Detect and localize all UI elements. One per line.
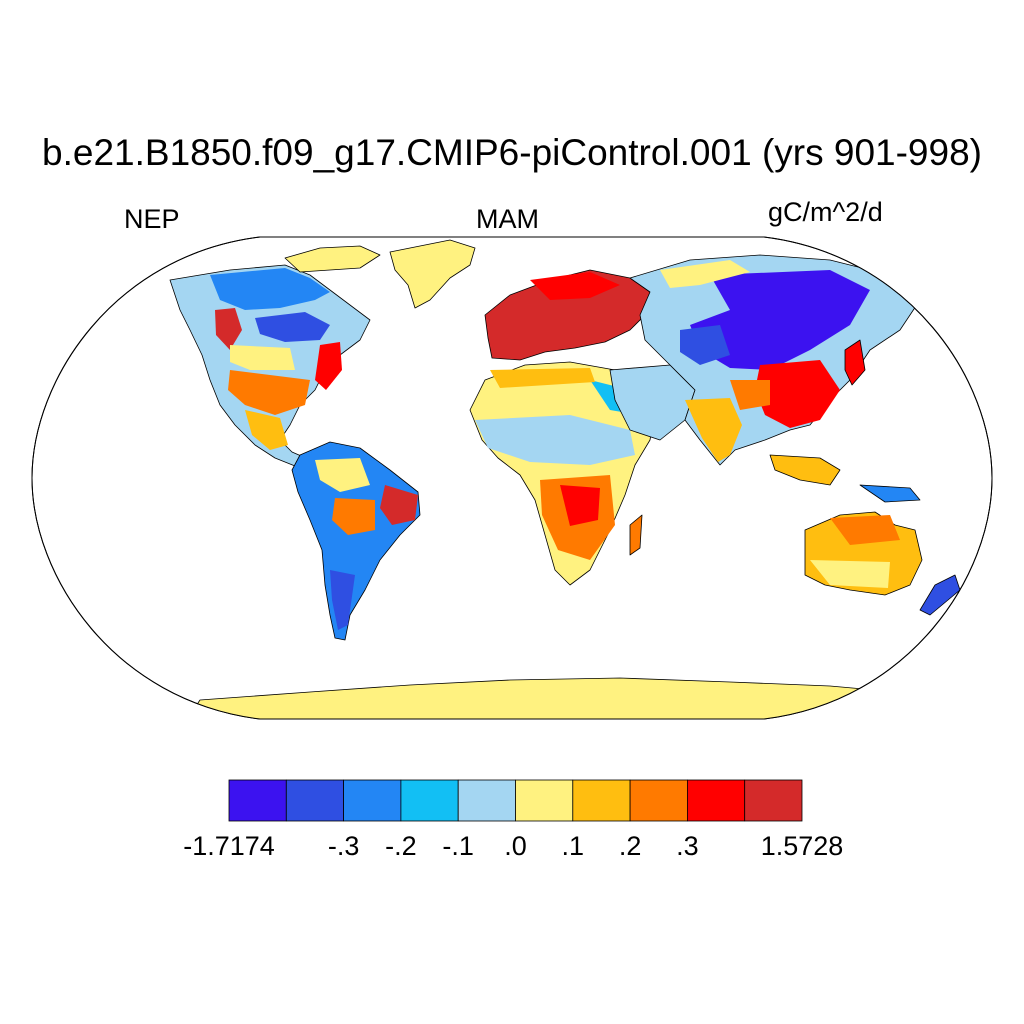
region-na-westcoast-red [215, 308, 242, 350]
region-russia-north-yellow [660, 260, 750, 288]
colorbar-bin-3 [400, 779, 459, 822]
region-na-mexico-yellow [245, 410, 288, 450]
land-new-zealand [919, 574, 961, 616]
region-asia-south-orange [730, 380, 770, 410]
region-sa-amazon-yellow [315, 458, 370, 492]
colorbar-label-0: -1.7174 [183, 831, 275, 861]
colorbar-bin-2 [343, 779, 402, 822]
colorbar-bin-9 [744, 779, 803, 822]
region-europe-north-red [530, 272, 620, 300]
colorbar-label-2: -.2 [385, 831, 417, 861]
colorbar-label-4: .0 [504, 831, 527, 861]
region-sa-central-orange [332, 498, 375, 535]
colorbar-label-5: .1 [561, 831, 585, 861]
region-na-east-red [315, 342, 342, 390]
region-central-asia-deep [680, 325, 730, 365]
colorbar-label-3: -.1 [442, 831, 474, 861]
region-canada-deep [255, 312, 330, 342]
region-na-plains-yellow [230, 345, 295, 370]
land-antarctica [179, 677, 961, 719]
colorbar-bin-7 [629, 779, 688, 822]
region-india-orange [685, 398, 742, 462]
region-africa-south-red [560, 485, 600, 526]
colorbar-bin-4 [457, 779, 516, 822]
colorbar-bin-0 [228, 779, 287, 822]
units-label: gC/m^2/d [768, 197, 883, 227]
region-sa-northeast-red [380, 485, 418, 525]
colorbar-bin-8 [686, 779, 746, 822]
globe-outline-stroke [31, 236, 993, 720]
land-japan [844, 339, 866, 386]
world-map [31, 236, 993, 720]
plot-title: b.e21.B1850.f09_g17.CMIP6-piControl.001 … [42, 132, 982, 173]
colorbar [228, 779, 803, 822]
region-africa-sahel-blue [475, 415, 635, 465]
region-na-south-orange [228, 370, 310, 415]
region-sa-south-deep [330, 570, 355, 630]
land-se-asia [769, 454, 841, 486]
land-new-guinea [859, 484, 921, 503]
region-africa-north-orange [490, 368, 595, 388]
land-madagascar [629, 514, 643, 556]
colorbar-bin-1 [285, 779, 344, 822]
colorbar-bin-5 [515, 779, 574, 822]
colorbar-label-6: .2 [618, 831, 642, 861]
colorbar-label-7: .3 [676, 831, 699, 861]
land-greenland [389, 239, 476, 309]
colorbar-label-8: 1.5728 [760, 831, 844, 861]
land-arctic-islands [284, 245, 381, 273]
region-china-red [755, 360, 840, 428]
region-australia-south-yellow [810, 560, 890, 588]
colorbar-bin-6 [572, 779, 631, 822]
region-australia-north-orange [830, 515, 900, 545]
region-siberia-purple [690, 270, 870, 370]
season-label: MAM [476, 204, 539, 234]
variable-label: NEP [124, 204, 180, 234]
region-canada-blue [210, 268, 330, 310]
colorbar-label-1: -.3 [327, 831, 360, 861]
